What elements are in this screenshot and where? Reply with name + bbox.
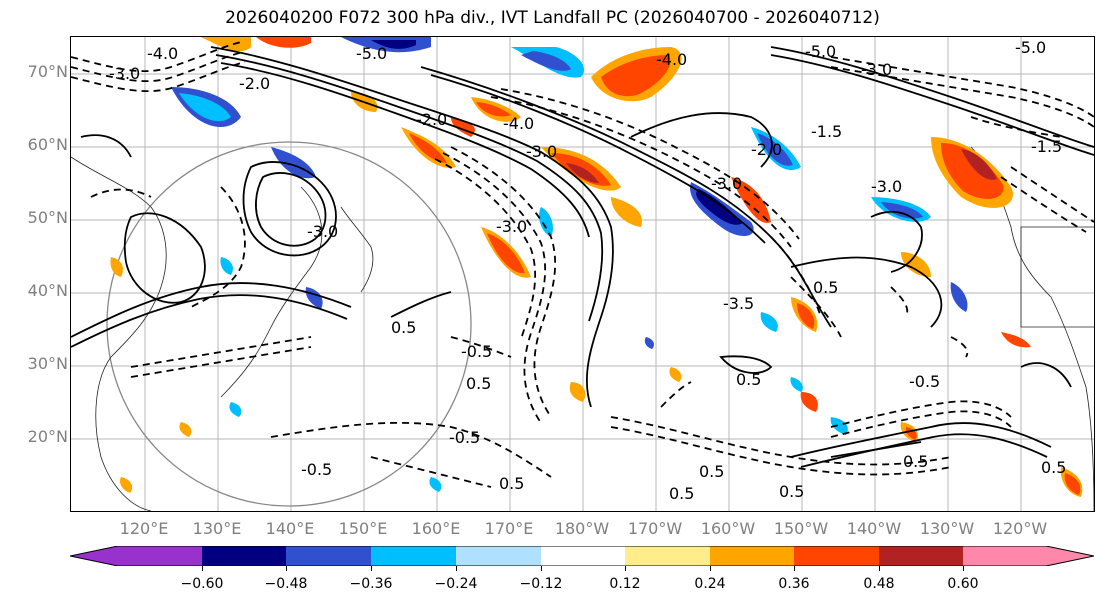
colorbar-segment bbox=[202, 546, 286, 566]
colorbar bbox=[69, 545, 1095, 567]
contour-label: -3.0 bbox=[526, 142, 557, 161]
contour-label: -3.0 bbox=[496, 217, 527, 236]
landfall-circle bbox=[106, 141, 472, 507]
contour-label: -3.5 bbox=[723, 294, 754, 313]
colorbar-label: 0.60 bbox=[947, 576, 979, 592]
contour-label: -3.0 bbox=[711, 174, 742, 193]
colorbar-label: 0.24 bbox=[694, 576, 726, 592]
contour-label: 0.5 bbox=[699, 462, 724, 481]
dashed-contours bbox=[71, 41, 1094, 488]
contour-label: -4.0 bbox=[147, 44, 178, 63]
colorbar-tick bbox=[371, 566, 372, 571]
colorbar-label: −0.24 bbox=[434, 576, 478, 592]
colorbar-tick bbox=[286, 566, 287, 571]
contour-label: 0.5 bbox=[669, 484, 694, 503]
colorbar-tick bbox=[794, 566, 795, 571]
contour-label: -2.0 bbox=[751, 140, 782, 159]
contour-label: 0.5 bbox=[391, 318, 416, 337]
colorbar-segment bbox=[879, 546, 963, 566]
lat-label-20n: 20°N bbox=[27, 427, 68, 446]
colorbar-arrow-right bbox=[963, 546, 1094, 566]
contour-label: -0.5 bbox=[449, 428, 480, 447]
contour-label: 0.5 bbox=[736, 370, 761, 389]
lon-label-180w: 180°W bbox=[554, 519, 610, 538]
colorbar-segment bbox=[794, 546, 879, 566]
lon-label-120e: 120°E bbox=[119, 519, 169, 538]
lon-label-150w: 150°W bbox=[773, 519, 829, 538]
colorbar-segment bbox=[371, 546, 456, 566]
map-panel: -4.0 -3.0 -2.0 -5.0 -5.0 -4.0 -5.0 -3.0 … bbox=[70, 36, 1095, 512]
lon-label-140w: 140°W bbox=[846, 519, 902, 538]
colorbar-label: 0.12 bbox=[609, 576, 641, 592]
lat-label-40n: 40°N bbox=[27, 281, 68, 300]
lat-label-60n: 60°N bbox=[27, 135, 68, 154]
contour-label: -0.5 bbox=[909, 372, 940, 391]
lon-label-130e: 130°E bbox=[192, 519, 242, 538]
colorbar-segment bbox=[286, 546, 371, 566]
contour-label: -4.0 bbox=[656, 50, 687, 69]
lon-label-170e: 170°E bbox=[484, 519, 534, 538]
lat-label-30n: 30°N bbox=[27, 354, 68, 373]
contour-label: -1.5 bbox=[1031, 137, 1062, 156]
colorbar-label: −0.12 bbox=[519, 576, 563, 592]
lon-label-170w: 170°W bbox=[627, 519, 683, 538]
colorbar-label: 0.48 bbox=[863, 576, 895, 592]
lon-label-130w: 130°W bbox=[919, 519, 975, 538]
colorbar-arrow-left bbox=[70, 546, 202, 566]
contour-label: 0.5 bbox=[499, 474, 524, 493]
solid-contours bbox=[71, 46, 1094, 468]
contour-labels: -4.0 -3.0 -2.0 -5.0 -5.0 -4.0 -5.0 -3.0 … bbox=[109, 38, 1066, 503]
contour-label: 0.5 bbox=[779, 482, 804, 501]
contour-label: -5.0 bbox=[805, 42, 836, 61]
lon-label-140e: 140°E bbox=[265, 519, 315, 538]
contour-label: -5.0 bbox=[1015, 38, 1046, 57]
contour-label: -3.0 bbox=[109, 64, 140, 83]
contour-label: -5.0 bbox=[356, 44, 387, 63]
contour-label: -2.0 bbox=[416, 110, 447, 129]
lat-label-50n: 50°N bbox=[27, 208, 68, 227]
colorbar-label: −0.48 bbox=[264, 576, 308, 592]
colorbar-label: −0.60 bbox=[180, 576, 224, 592]
colorbar-tick bbox=[710, 566, 711, 571]
contour-label: -1.5 bbox=[811, 122, 842, 141]
contour-label: 0.5 bbox=[1041, 458, 1066, 477]
contour-label: -0.5 bbox=[301, 460, 332, 479]
contour-label: -3.0 bbox=[307, 222, 338, 241]
colorbar-svg bbox=[69, 545, 1095, 567]
lat-label-70n: 70°N bbox=[27, 62, 68, 81]
contour-label: -4.0 bbox=[503, 114, 534, 133]
contour-label: 0.5 bbox=[466, 374, 491, 393]
map-svg: -4.0 -3.0 -2.0 -5.0 -5.0 -4.0 -5.0 -3.0 … bbox=[71, 37, 1094, 511]
map-title: 2026040200 F072 300 hPa div., IVT Landfa… bbox=[225, 8, 880, 28]
colorbar-label: −0.36 bbox=[349, 576, 393, 592]
contour-label: 0.5 bbox=[903, 452, 928, 471]
lon-label-150e: 150°E bbox=[338, 519, 388, 538]
colorbar-label: 0.36 bbox=[778, 576, 810, 592]
contour-label: -3.0 bbox=[861, 60, 892, 79]
contour-label: 0.5 bbox=[813, 278, 838, 297]
colorbar-tick bbox=[963, 566, 964, 571]
colorbar-segment bbox=[710, 546, 794, 566]
lon-label-160e: 160°E bbox=[411, 519, 461, 538]
lon-label-160w: 160°W bbox=[700, 519, 756, 538]
contour-label: -2.0 bbox=[239, 74, 270, 93]
colorbar-tick bbox=[456, 566, 457, 571]
colorbar-tick bbox=[202, 566, 203, 571]
colorbar-segment bbox=[456, 546, 541, 566]
lon-label-120w: 120°W bbox=[992, 519, 1048, 538]
divergence-shading bbox=[110, 37, 1083, 497]
colorbar-tick bbox=[879, 566, 880, 571]
colorbar-tick bbox=[541, 566, 542, 571]
colorbar-segment bbox=[625, 546, 710, 566]
colorbar-segment bbox=[541, 546, 625, 566]
contour-label: -3.0 bbox=[871, 177, 902, 196]
colorbar-tick bbox=[625, 566, 626, 571]
contour-label: -0.5 bbox=[461, 342, 492, 361]
